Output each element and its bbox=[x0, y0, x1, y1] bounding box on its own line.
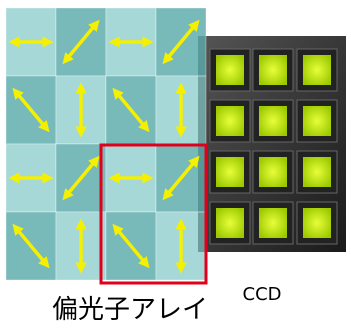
ccd-label: CCD bbox=[243, 284, 282, 305]
polarization-arrow bbox=[62, 155, 100, 201]
ccd-pixel bbox=[216, 157, 244, 187]
ccd-pixel bbox=[303, 157, 331, 187]
polarization-arrow bbox=[112, 87, 150, 133]
ccd-pixel bbox=[216, 55, 244, 85]
ccd-pixel bbox=[259, 157, 287, 187]
polarization-arrow bbox=[12, 87, 50, 133]
polarization-arrow bbox=[12, 223, 50, 269]
ccd-pixel bbox=[259, 55, 287, 85]
ccd-pixel bbox=[303, 106, 331, 136]
ccd-pixel bbox=[303, 208, 331, 238]
polarization-arrow bbox=[162, 19, 200, 65]
highlight-box bbox=[99, 143, 208, 285]
ccd-pixel bbox=[259, 208, 287, 238]
ccd-pixel bbox=[303, 55, 331, 85]
polarization-arrow bbox=[62, 19, 100, 65]
polarization-arrow bbox=[162, 155, 200, 201]
polarization-arrow bbox=[112, 223, 150, 269]
ccd-pixel bbox=[216, 106, 244, 136]
ccd-pixel bbox=[216, 208, 244, 238]
polarizer-label: 偏光子アレイ bbox=[52, 295, 208, 325]
ccd-pixel bbox=[259, 106, 287, 136]
